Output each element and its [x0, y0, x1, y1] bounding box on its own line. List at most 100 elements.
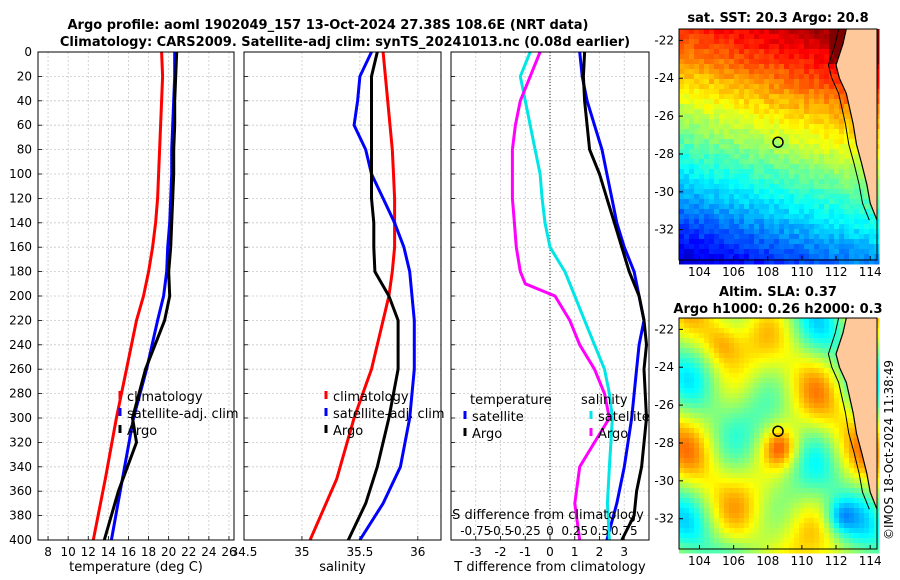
map-cell [784, 229, 790, 235]
map-cell [759, 189, 765, 195]
legend-label: satellite-adj. clim [333, 407, 445, 422]
map-cell [754, 129, 760, 135]
map-cell [704, 174, 710, 180]
map-cell [679, 34, 685, 40]
map-cell [819, 428, 825, 434]
map-y-tick-label: -26 [654, 398, 674, 412]
map-cell [754, 109, 760, 115]
map-cell [729, 249, 735, 255]
map-cell [724, 543, 730, 549]
map-cell [694, 109, 700, 115]
map-cell [784, 44, 790, 50]
map-cell [684, 214, 690, 220]
map-cell [769, 498, 775, 504]
map-cell [769, 199, 775, 205]
map-cell [809, 109, 815, 115]
map-cell [724, 219, 730, 225]
map-cell [729, 428, 735, 434]
map-cell [754, 184, 760, 190]
map-cell [754, 548, 760, 554]
map-cell [734, 54, 740, 60]
map-cell [819, 413, 825, 419]
map-cell [719, 438, 725, 444]
map-cell [799, 189, 805, 195]
map-cell [824, 403, 830, 409]
map-cell [769, 224, 775, 230]
map-cell [739, 39, 745, 45]
map-cell [729, 174, 735, 180]
map-cell [754, 144, 760, 150]
map-cell [819, 99, 825, 105]
map-cell [754, 119, 760, 125]
map-cell [764, 44, 770, 50]
map-cell [714, 39, 720, 45]
map-cell [849, 174, 855, 180]
map-cell [819, 523, 825, 529]
map-cell [739, 169, 745, 175]
map-cell [834, 458, 840, 464]
map-y-tick-label: -32 [654, 223, 674, 237]
map-cell [759, 498, 765, 504]
map-cell [724, 528, 730, 534]
map-cell [824, 29, 830, 35]
map-cell [689, 249, 695, 255]
map-cell [854, 194, 860, 200]
map-cell [809, 363, 815, 369]
map-cell [749, 363, 755, 369]
map-cell [779, 124, 785, 130]
map-cell [809, 199, 815, 205]
map-cell [774, 184, 780, 190]
map-cell [679, 348, 685, 354]
map-cell [754, 453, 760, 459]
land [836, 318, 877, 510]
map-cell [769, 154, 775, 160]
map-cell [709, 179, 715, 185]
map-cell [679, 99, 685, 105]
map-cell [839, 129, 845, 135]
map-cell [774, 29, 780, 35]
map-cell [694, 503, 700, 509]
map-cell [704, 408, 710, 414]
map-cell [749, 154, 755, 160]
map-cell [839, 463, 845, 469]
map-cell [774, 74, 780, 80]
map-cell [794, 224, 800, 230]
map-cell [789, 189, 795, 195]
map-cell [794, 323, 800, 329]
map-cell [829, 438, 835, 444]
map-cell [804, 418, 810, 424]
map-cell [849, 428, 855, 434]
map-cell [699, 493, 705, 499]
map-cell [699, 114, 705, 120]
map-cell [764, 398, 770, 404]
map-cell [764, 229, 770, 235]
map-cell [709, 234, 715, 240]
map-cell [774, 548, 780, 554]
map-cell [869, 518, 875, 524]
map-cell [819, 348, 825, 354]
map-cell [764, 338, 770, 344]
map-cell [694, 433, 700, 439]
map-cell [699, 418, 705, 424]
map-cell [754, 443, 760, 449]
map-cell [739, 493, 745, 499]
map-cell [724, 368, 730, 374]
map-cell [764, 69, 770, 75]
map-cell [689, 408, 695, 414]
map-cell [839, 39, 845, 45]
map-cell [769, 508, 775, 514]
map-cell [724, 154, 730, 160]
map-cell [734, 194, 740, 200]
map-cell [694, 318, 700, 324]
map-cell [689, 44, 695, 50]
map-cell [819, 333, 825, 339]
map-cell [829, 343, 835, 349]
map-cell [749, 443, 755, 449]
map-cell [709, 44, 715, 50]
map-cell [789, 398, 795, 404]
map-cell [844, 393, 850, 399]
map-cell [769, 348, 775, 354]
map-cell [729, 164, 735, 170]
map-cell [724, 79, 730, 85]
map-cell [844, 548, 850, 554]
